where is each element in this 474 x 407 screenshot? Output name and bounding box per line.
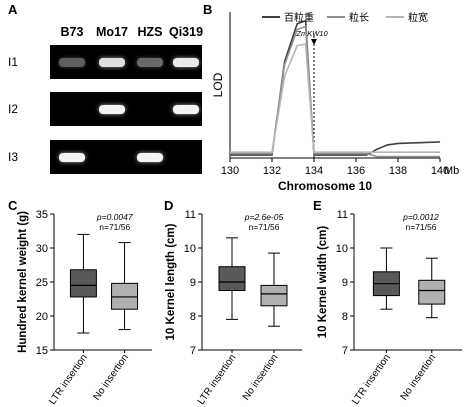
- y-tick-label: 8: [190, 311, 196, 323]
- gel-strip: [50, 140, 202, 174]
- category-label: LTR insertion: [196, 352, 239, 406]
- gel-row-label: I2: [8, 102, 19, 116]
- boxplot-kernel-length: 7 8 9 10 11 10 Kernel length (cm) LTR insertio…: [165, 209, 302, 407]
- x-tick-label: 136: [347, 165, 365, 177]
- y-tick-label: 9: [342, 277, 348, 289]
- series-line: [230, 25, 440, 158]
- x-axis-title: Chromosome 10: [278, 179, 372, 193]
- y-tick-label: 11: [337, 209, 348, 221]
- p-value: p=0.0047: [96, 212, 133, 222]
- box: [418, 279, 446, 305]
- y-axis-title: 10 Kernel length (cm): [165, 223, 177, 340]
- y-axis-title: LOD: [211, 72, 225, 97]
- y-tick-label: 30: [36, 243, 48, 255]
- box: [260, 284, 288, 307]
- gel-panel: A B73 Mo17 HZS Qi319 I1 I2 I3: [0, 0, 205, 190]
- gel-band: [59, 153, 85, 162]
- gel-band: [99, 105, 125, 114]
- y-tick-label: 20: [36, 311, 48, 323]
- gel-lane-label: Mo17: [96, 25, 128, 39]
- panel-label-c: C: [8, 198, 18, 213]
- x-tick-label: 138: [389, 165, 407, 177]
- gel-band: [59, 58, 85, 67]
- category-label: No insertion: [91, 352, 131, 402]
- x-unit-label: Mb: [444, 165, 459, 177]
- x-tick-label: 134: [305, 165, 323, 177]
- category-label: No insertion: [399, 352, 439, 402]
- gel-row-label: I3: [8, 150, 19, 164]
- box: [111, 282, 139, 310]
- y-axis-title: Hundred kernel weight (g): [17, 211, 29, 353]
- panel-label-d: D: [164, 198, 174, 213]
- sample-size: n=71/56: [249, 222, 280, 232]
- gel-strip: [50, 45, 202, 79]
- sample-size: n=71/56: [99, 222, 130, 232]
- y-tick-label: 10: [184, 243, 196, 255]
- y-tick-label: 8: [342, 311, 348, 323]
- gel-band: [99, 58, 125, 67]
- legend-label: 粒宽: [408, 11, 428, 24]
- gene-arrow-icon: [311, 39, 317, 45]
- gel-lane-label: HZS: [137, 25, 163, 39]
- gel-band: [173, 105, 199, 114]
- panel-label-a: A: [8, 2, 18, 17]
- category-label: LTR insertion: [350, 352, 393, 406]
- gel-row-label: I1: [8, 55, 19, 69]
- gel-lane-label: B73: [60, 25, 84, 39]
- sample-size: n=71/56: [405, 222, 436, 232]
- x-tick-label: 130: [221, 165, 239, 177]
- x-tick-label: 140: [431, 165, 449, 177]
- p-value: p=0.0012: [402, 212, 439, 222]
- gel-band: [137, 153, 163, 162]
- y-axis-title: 10 Kernel width (cm): [317, 226, 329, 339]
- series-line: [230, 19, 441, 156]
- boxplot-kernel-width: 7 8 9 10 11 10 Kernel width (cm) LTR insertion…: [317, 209, 462, 407]
- y-tick-label: 7: [190, 345, 196, 357]
- boxplot-hundred-kernel-weight: 15 20 25 30 35 Hundred kernel weight (g) LTR i…: [17, 209, 152, 407]
- y-tick-label: 9: [190, 277, 196, 289]
- y-tick-label: 10: [336, 243, 348, 255]
- p-value: p=2.6e-05: [244, 212, 284, 222]
- gel-lane-label: Qi319: [168, 25, 204, 39]
- category-label: LTR insertion: [47, 352, 90, 406]
- gel-band: [173, 58, 199, 67]
- panel-label-b: B: [203, 2, 213, 17]
- legend-label: 百粒重: [284, 11, 314, 24]
- legend-label: 粒长: [349, 11, 369, 24]
- box: [69, 269, 97, 298]
- gel-band: [137, 58, 163, 67]
- category-label: No insertion: [241, 352, 281, 402]
- box: [218, 266, 246, 291]
- y-tick-label: 15: [36, 345, 48, 357]
- panel-label-e: E: [313, 198, 322, 213]
- gel-strip: [50, 92, 202, 126]
- series-line: [230, 43, 440, 153]
- y-tick-label: 25: [36, 277, 48, 289]
- y-tick-label: 35: [36, 209, 48, 221]
- y-tick-label: 7: [342, 345, 348, 357]
- gene-annotation: ZmKW10: [295, 29, 328, 38]
- x-tick-label: 132: [263, 165, 281, 177]
- y-tick-label: 11: [185, 209, 196, 221]
